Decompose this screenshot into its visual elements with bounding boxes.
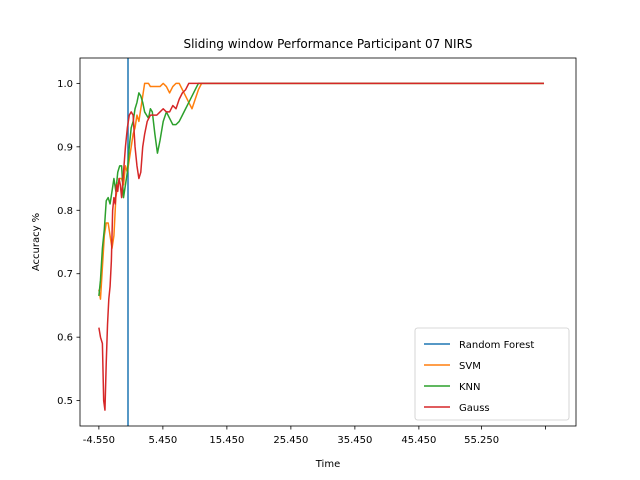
plot-area [98, 58, 544, 426]
legend-box [414, 327, 570, 421]
y-tick-label: 1.0 [57, 79, 73, 90]
series-line-gauss [98, 82, 544, 411]
y-tick-label: 0.9 [57, 142, 73, 153]
legend-label: KNN [459, 382, 481, 393]
y-tick-label: 0.6 [57, 333, 73, 344]
x-tick-label: 45.450 [401, 435, 436, 446]
legend-label: SVM [459, 361, 481, 372]
x-tick-label: 55.250 [464, 435, 499, 446]
y-tick-label: 0.7 [57, 269, 73, 280]
legend-label: Random Forest [459, 340, 534, 351]
x-tick-label: 35.450 [337, 435, 372, 446]
x-tick-label: 15.450 [209, 435, 244, 446]
x-tick-label: 5.450 [149, 435, 178, 446]
axes: -4.550 5.450 15.450 25.450 35.450 45.450 55.25… [57, 57, 577, 446]
series-group [98, 58, 544, 426]
x-tick-label: 25.450 [273, 435, 308, 446]
y-tick-label: 0.8 [57, 206, 73, 217]
y-tick-label: 0.5 [57, 396, 73, 407]
legend-label: Gauss [459, 403, 490, 414]
axes-frame [79, 57, 577, 427]
x-tick-label: -4.550 [83, 435, 115, 446]
x-axis-label: Time [315, 459, 340, 470]
legend: Random Forest SVM KNN Gauss [414, 327, 570, 421]
chart-title: Sliding window Performance Participant 0… [183, 37, 472, 51]
y-axis-label: Accuracy % [31, 213, 42, 271]
